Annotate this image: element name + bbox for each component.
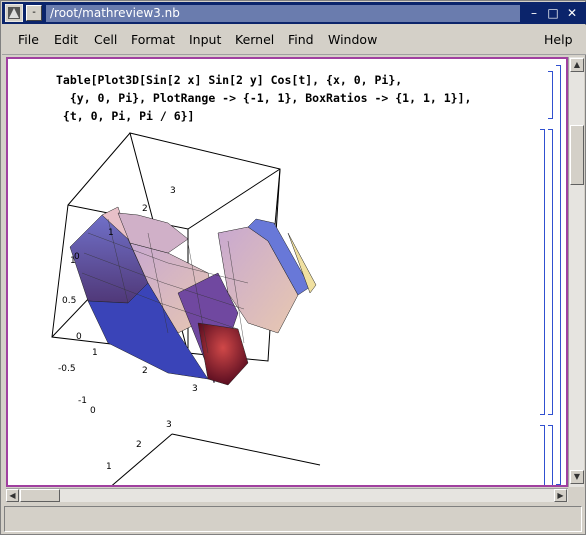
status-bar: [4, 506, 582, 532]
z-tick-label: -1: [78, 396, 87, 406]
y-tick-label: 2: [142, 204, 148, 214]
tick-label: 3: [166, 420, 172, 430]
input-cell-bracket[interactable]: [548, 71, 553, 119]
maximize-button[interactable]: □: [547, 6, 559, 20]
title-bar[interactable]: - /root/mathreview3.nb – □ ✕: [2, 2, 586, 24]
minimize-button[interactable]: –: [531, 6, 537, 20]
z-tick-label: 1: [70, 256, 76, 266]
menu-bar: File Edit Cell Format Input Kernel Find …: [2, 25, 586, 55]
scroll-down-icon[interactable]: ▼: [570, 470, 584, 484]
output-cell-bracket-2[interactable]: [540, 425, 545, 485]
z-tick-label: 0.5: [62, 296, 76, 306]
menu-find[interactable]: Find: [288, 32, 314, 47]
menu-cell[interactable]: Cell: [94, 32, 118, 47]
menu-input[interactable]: Input: [189, 32, 222, 47]
menu-format[interactable]: Format: [131, 32, 176, 47]
output-cell-bracket[interactable]: [540, 129, 545, 415]
z-tick-label: 0: [76, 332, 82, 342]
mathematica-app-icon[interactable]: [5, 4, 23, 22]
horizontal-scroll-thumb[interactable]: [20, 489, 60, 502]
menu-kernel[interactable]: Kernel: [235, 32, 275, 47]
notebook-area[interactable]: Table[Plot3D[Sin[2 x] Sin[2 y] Cos[t], {…: [6, 57, 568, 487]
input-cell[interactable]: Table[Plot3D[Sin[2 x] Sin[2 y] Cos[t], {…: [56, 71, 471, 125]
cell-group-bracket-outer[interactable]: [556, 65, 561, 485]
cell-group-bracket-2[interactable]: [548, 425, 553, 485]
z-tick-label: -0.5: [58, 364, 76, 374]
input-line: {y, 0, Pi}, PlotRange -> {-1, 1}, BoxRat…: [56, 91, 472, 105]
menu-window[interactable]: Window: [328, 32, 378, 47]
x-tick-label: 0: [90, 406, 96, 413]
cell-group-bracket-inner[interactable]: [548, 129, 553, 415]
vertical-scroll-thumb[interactable]: [570, 125, 584, 185]
menu-edit[interactable]: Edit: [54, 32, 79, 47]
scroll-right-icon[interactable]: ▶: [554, 489, 567, 502]
scroll-left-icon[interactable]: ◀: [6, 489, 19, 502]
window-menu-button[interactable]: -: [26, 5, 42, 21]
plot1-bottom-ticks: 1 2 3: [92, 348, 198, 394]
plot3d-graphic-1[interactable]: 1 0.5 0 -0.5 -1 0 1 2 3 0: [48, 123, 338, 413]
x-tick-label: 1: [92, 348, 98, 358]
menu-file[interactable]: File: [18, 32, 39, 47]
y-tick-label: 1: [108, 228, 114, 238]
tick-label: 1: [106, 462, 112, 472]
plot-surface: [69, 206, 317, 386]
plot3d-graphic-2[interactable]: 3 2 1: [48, 419, 338, 487]
input-line: {t, 0, Pi, Pi / 6}]: [56, 109, 195, 123]
scroll-up-icon[interactable]: ▲: [570, 58, 584, 72]
close-button[interactable]: ✕: [566, 6, 578, 20]
input-line: Table[Plot3D[Sin[2 x] Sin[2 y] Cos[t], {…: [56, 73, 403, 87]
x-tick-label: 3: [192, 384, 198, 394]
y-tick-label: 0: [74, 252, 80, 262]
horizontal-scrollbar[interactable]: ◀ ▶: [6, 488, 568, 502]
x-tick-label: 2: [142, 366, 148, 376]
y-tick-label: 3: [170, 186, 176, 196]
window-title: /root/mathreview3.nb: [46, 5, 520, 22]
vertical-scrollbar[interactable]: ▲ ▼: [568, 57, 584, 487]
menu-help[interactable]: Help: [544, 32, 573, 47]
tick-label: 2: [136, 440, 142, 450]
